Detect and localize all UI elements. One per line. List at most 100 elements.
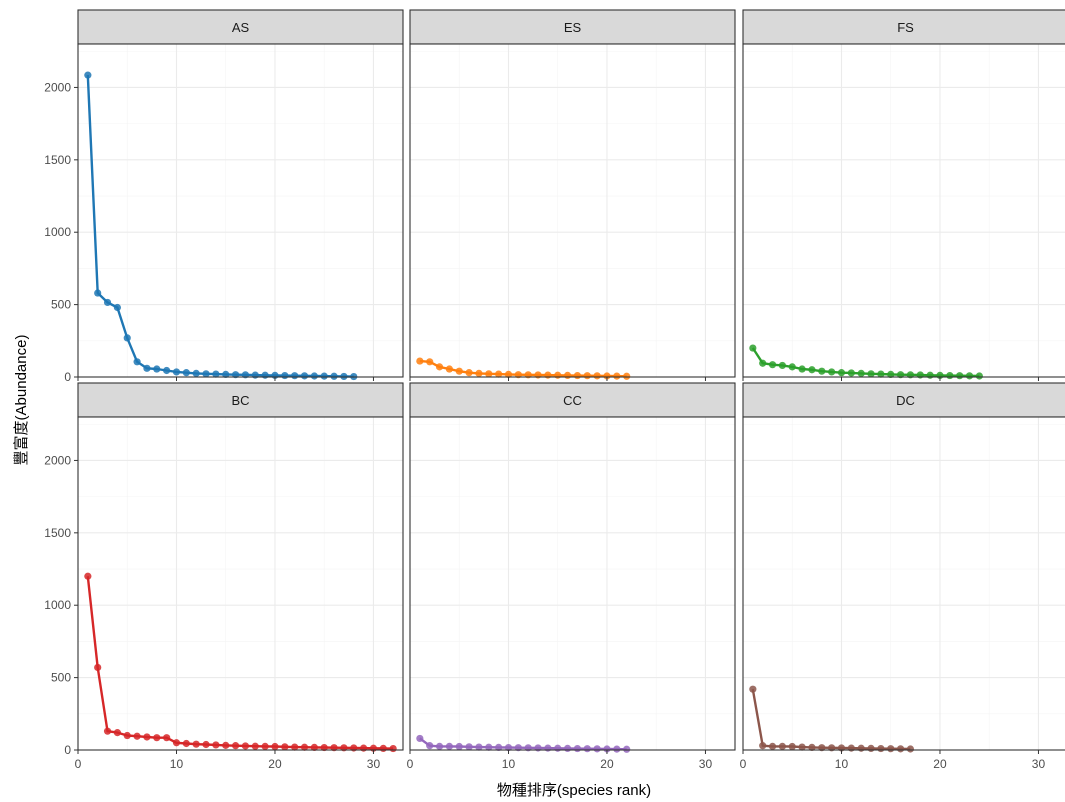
data-point bbox=[435, 742, 444, 750]
data-point bbox=[554, 371, 562, 379]
data-point bbox=[847, 369, 855, 377]
y-tick-label: 1500 bbox=[44, 526, 71, 540]
data-point bbox=[808, 743, 816, 751]
data-point bbox=[320, 743, 328, 752]
series-line bbox=[86, 75, 354, 378]
y-axis-title: 豐富度(Abundance) bbox=[12, 335, 30, 466]
data-point bbox=[867, 370, 875, 378]
data-point bbox=[231, 742, 240, 750]
data-point bbox=[544, 371, 552, 379]
data-point bbox=[857, 369, 865, 377]
data-point bbox=[808, 366, 816, 374]
data-point bbox=[778, 361, 786, 370]
data-point bbox=[271, 742, 279, 751]
panel-border bbox=[77, 43, 404, 378]
data-point bbox=[291, 743, 299, 751]
data-point bbox=[877, 370, 885, 378]
y-tick-label: 0 bbox=[64, 743, 71, 757]
data-point bbox=[623, 745, 631, 753]
data-point bbox=[603, 745, 611, 753]
data-point bbox=[153, 365, 161, 373]
data-point bbox=[300, 372, 309, 380]
data-point bbox=[143, 364, 151, 372]
data-point bbox=[300, 743, 309, 751]
data-point bbox=[504, 743, 513, 752]
series-line bbox=[419, 737, 627, 751]
data-point bbox=[544, 744, 552, 752]
plot-area bbox=[410, 44, 735, 377]
data-point bbox=[495, 743, 503, 751]
plot-area bbox=[410, 417, 735, 750]
x-tick-label: 10 bbox=[502, 757, 516, 771]
data-point bbox=[593, 745, 601, 753]
data-point bbox=[143, 733, 151, 741]
data-point bbox=[281, 371, 289, 380]
data-point bbox=[926, 371, 934, 379]
y-tick-label: 1500 bbox=[44, 153, 71, 167]
data-point bbox=[837, 369, 846, 377]
data-point bbox=[798, 365, 806, 373]
panel-border bbox=[742, 416, 1065, 751]
data-point bbox=[123, 334, 131, 342]
data-point bbox=[623, 372, 631, 380]
data-point bbox=[251, 371, 259, 379]
data-point bbox=[583, 372, 591, 380]
data-point bbox=[847, 744, 855, 752]
strip-header bbox=[409, 382, 736, 418]
data-point bbox=[563, 744, 572, 753]
data-point bbox=[212, 370, 220, 378]
plot-area bbox=[78, 44, 403, 377]
panel-cc: CC 0 10 20 30 bbox=[407, 382, 736, 771]
y-tick-label: 2000 bbox=[44, 80, 71, 94]
data-point bbox=[310, 743, 318, 751]
strip-header bbox=[77, 9, 404, 45]
data-point bbox=[749, 685, 757, 693]
data-point bbox=[163, 734, 171, 742]
data-point bbox=[778, 742, 786, 750]
data-point bbox=[445, 365, 453, 373]
x-axis-title: 物種排序(species rank) bbox=[497, 782, 651, 799]
data-point bbox=[828, 368, 836, 376]
data-point bbox=[445, 742, 453, 750]
data-point bbox=[768, 742, 777, 750]
data-point bbox=[330, 372, 338, 380]
y-tick-label: 2000 bbox=[44, 453, 71, 467]
data-point bbox=[133, 732, 141, 740]
data-point bbox=[475, 743, 483, 751]
data-point bbox=[379, 744, 387, 753]
data-point bbox=[320, 372, 328, 380]
data-point bbox=[573, 371, 582, 380]
data-point bbox=[94, 289, 102, 297]
data-point bbox=[455, 742, 463, 751]
data-point bbox=[426, 742, 434, 750]
data-point bbox=[182, 739, 190, 748]
panel-bc: BC 0 10 20 30 0 500 1000 1500 2000 bbox=[44, 382, 404, 771]
data-point bbox=[222, 370, 230, 378]
y-tick-label: 0 bbox=[64, 370, 71, 384]
x-tick-label: 30 bbox=[367, 757, 381, 771]
data-point bbox=[877, 744, 885, 753]
data-point bbox=[495, 370, 503, 378]
data-point bbox=[84, 71, 92, 79]
strip-label: DC bbox=[896, 393, 915, 408]
data-point bbox=[956, 372, 964, 380]
data-point bbox=[946, 371, 954, 380]
strip-label: AS bbox=[232, 20, 250, 35]
data-point bbox=[504, 370, 513, 378]
x-tick-label: 0 bbox=[740, 757, 747, 771]
data-point bbox=[818, 367, 826, 375]
data-point bbox=[475, 369, 483, 377]
data-point bbox=[583, 745, 591, 753]
data-point bbox=[749, 344, 757, 352]
data-point bbox=[887, 745, 895, 753]
panel-as: AS 0 500 1000 1500 2000 bbox=[44, 9, 404, 384]
data-point bbox=[389, 744, 397, 753]
data-point bbox=[94, 663, 102, 672]
data-point bbox=[857, 744, 865, 752]
panel-es: ES bbox=[409, 9, 736, 381]
y-tick-label: 1000 bbox=[44, 598, 71, 612]
data-point bbox=[798, 743, 806, 751]
data-point bbox=[906, 745, 915, 753]
data-point bbox=[887, 370, 895, 378]
data-point bbox=[261, 742, 269, 750]
